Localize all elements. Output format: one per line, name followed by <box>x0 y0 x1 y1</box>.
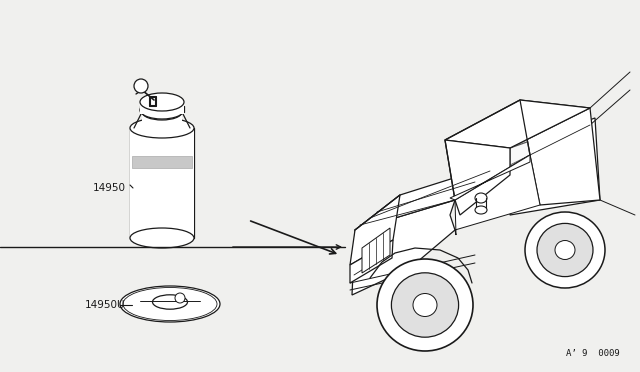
Polygon shape <box>520 100 600 205</box>
Ellipse shape <box>130 118 194 138</box>
Ellipse shape <box>123 288 217 321</box>
Ellipse shape <box>377 259 473 351</box>
Polygon shape <box>455 155 540 235</box>
Ellipse shape <box>152 295 188 309</box>
Ellipse shape <box>142 104 182 120</box>
Polygon shape <box>352 200 455 295</box>
Text: 14950: 14950 <box>93 183 126 193</box>
Ellipse shape <box>130 228 194 248</box>
Ellipse shape <box>392 273 459 337</box>
Bar <box>140 102 184 114</box>
Polygon shape <box>445 100 590 148</box>
Bar <box>132 156 192 168</box>
Text: A’ 9  0009: A’ 9 0009 <box>566 349 620 358</box>
Polygon shape <box>445 140 510 215</box>
Polygon shape <box>362 228 390 273</box>
Ellipse shape <box>413 294 437 317</box>
Ellipse shape <box>475 206 487 214</box>
Circle shape <box>175 293 185 303</box>
Polygon shape <box>355 165 495 230</box>
Ellipse shape <box>525 212 605 288</box>
Ellipse shape <box>140 93 184 111</box>
Ellipse shape <box>537 224 593 277</box>
Ellipse shape <box>475 193 487 203</box>
Circle shape <box>134 79 148 93</box>
Bar <box>130 128 194 238</box>
Polygon shape <box>450 155 530 200</box>
Polygon shape <box>445 100 530 200</box>
Polygon shape <box>350 240 393 283</box>
Ellipse shape <box>140 101 184 119</box>
Polygon shape <box>510 118 600 215</box>
Bar <box>142 112 182 128</box>
Text: 14950U: 14950U <box>85 300 125 310</box>
Ellipse shape <box>555 241 575 260</box>
Polygon shape <box>350 195 400 265</box>
Ellipse shape <box>120 286 220 322</box>
